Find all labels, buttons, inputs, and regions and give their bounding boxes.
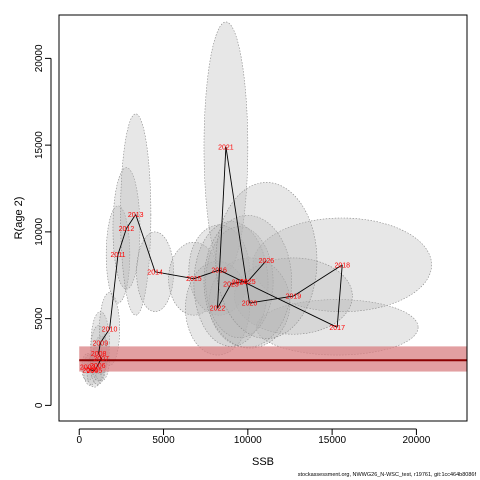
x-tick-label: 15000 [318,435,346,446]
trajectory-segment [117,228,127,255]
trajectory-segment [293,264,343,297]
trajectory-segment [247,260,267,282]
trajectory-segment [126,214,137,229]
year-point-label: 2004 [82,367,98,374]
year-point-label: 2009 [93,340,109,347]
year-point-label: 2008 [91,351,107,358]
year-point-label: 2017 [329,325,345,332]
trajectory-segment [217,283,232,309]
year-point-label: 2010 [102,327,118,334]
y-tick-label: 20000 [34,44,45,72]
year-point-label: 2019 [286,294,302,301]
trajectory-segment [98,342,101,354]
trajectory-segment [336,264,343,328]
trajectory-segment [193,269,220,280]
footer-source-text: stockassessment.org, NWWG26_N-WSC_test, … [297,472,476,478]
trajectory-segment [239,280,248,283]
x-tick-label: 10000 [234,435,262,446]
year-point-label: 2013 [128,212,144,219]
trajectory-segment [90,369,95,372]
year-point-label: 2014 [147,269,163,276]
trajectory-segment [109,254,119,330]
trajectory-segment [217,146,227,309]
year-point-label: 2020 [242,301,258,308]
y-tick-label: 15000 [34,131,45,159]
year-point-label: 2016 [211,268,227,275]
x-tick-label: 20000 [403,435,431,446]
year-point-label: 2026 [259,258,275,265]
y-tick-label: 5000 [34,307,45,330]
trajectory-segment [135,214,156,272]
axis-layer: 0 5000 10000 15000 20000 0 5000 10000 15000 20000 [34,44,431,446]
reference-band-layer [79,346,467,372]
trajectory-segment [97,358,102,366]
year-point-label: 2024 [232,280,248,287]
year-point-label: 2005 [87,368,103,375]
uncertainty-ellipse-layer [81,21,432,388]
trajectory-segment [225,146,250,304]
trajectory-segment [99,328,110,344]
year-point-label: 2022 [210,306,226,313]
trajectory-segment [155,271,194,280]
year-point-label: 2012 [119,226,135,233]
year-point-label: 2018 [334,262,350,269]
year-point-label: 2007 [93,356,109,363]
trajectory-segment [249,295,294,304]
trajectory-segment [230,281,240,285]
year-point-label: 2006 [90,363,106,370]
x-tick-label: 5000 [152,435,175,446]
plot-frame [58,14,468,422]
trajectory-segment [98,353,102,359]
y-tick-label: 10000 [34,218,45,246]
year-point-label: 2011 [110,252,125,259]
y-axis-title: R(age 2) [13,197,25,240]
trajectory-segment [94,365,99,371]
trajectory-path-layer [87,146,343,372]
x-tick-label: 0 [76,435,82,446]
y-tick-label: 0 [34,402,45,408]
year-point-label: 2003 [80,365,96,372]
x-axis-title: SSB [252,456,274,468]
reference-band [79,346,467,372]
year-point-label: 2025 [240,279,256,286]
trajectory-segment [87,366,91,371]
year-point-label: 2015 [186,276,202,283]
year-point-label: 2021 [218,144,234,151]
year-point-label: 2023 [223,281,239,288]
